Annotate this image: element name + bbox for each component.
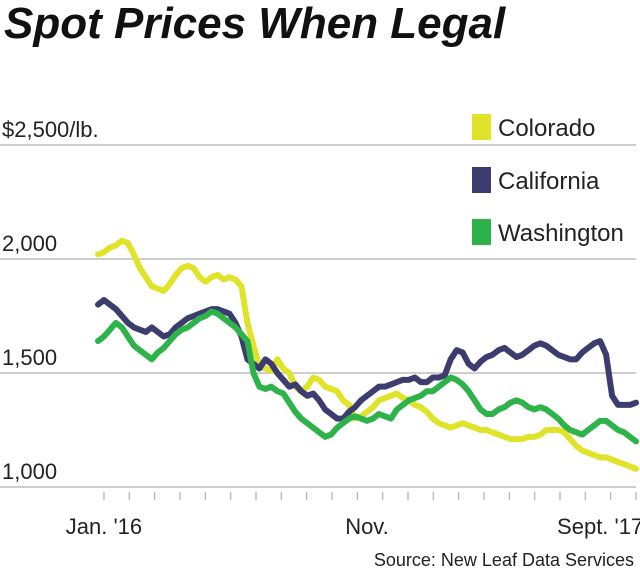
legend-label-california: California (498, 168, 600, 195)
x-tick-label-2: Sept. '17 (557, 514, 640, 539)
legend-swatch-california (472, 167, 491, 193)
grid (0, 144, 636, 488)
legend-swatch-colorado (472, 114, 491, 140)
series-line-washington (95, 308, 639, 445)
x-tick-label-0: Jan. '16 (66, 514, 142, 539)
x-axis-ticks: Jan. '16 Nov. Sept. '17 (66, 492, 640, 539)
y-tick-label-0: $2,500/lb. (2, 117, 99, 142)
legend-label-colorado: Colorado (498, 115, 595, 142)
y-tick-label-1: 2,000 (2, 231, 57, 256)
series-lines (95, 237, 639, 472)
legend-swatch-washington (472, 219, 491, 245)
x-tick-label-1: Nov. (345, 514, 389, 539)
y-axis-ticks: $2,500/lb. 2,000 1,500 1,000 (2, 117, 99, 484)
series-line-colorado (95, 237, 639, 472)
legend: Colorado California Washington (472, 114, 624, 247)
series-line-california (95, 297, 639, 422)
y-tick-label-2: 1,500 (2, 345, 57, 370)
source-note: Source: New Leaf Data Services (374, 550, 634, 570)
chart-title: Spot Prices When Legal (4, 0, 506, 48)
y-tick-label-3: 1,000 (2, 459, 57, 484)
legend-label-washington: Washington (498, 220, 624, 247)
